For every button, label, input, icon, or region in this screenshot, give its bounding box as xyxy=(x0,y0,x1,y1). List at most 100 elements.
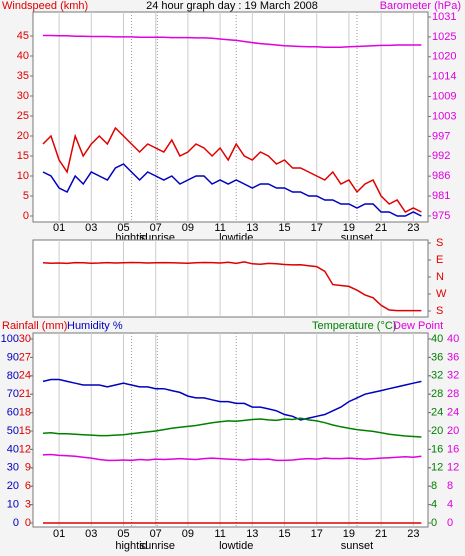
y-tick-label: 5 xyxy=(23,190,29,202)
data-line xyxy=(42,163,422,217)
axis-title: Humidity % xyxy=(67,320,123,332)
y-tick-label: 50 xyxy=(7,425,19,437)
y-tick-label: 16 xyxy=(431,443,443,455)
y-tick-label: 70 xyxy=(7,388,19,400)
y-tick-label: 15 xyxy=(17,150,29,162)
y-tick-label: 30 xyxy=(19,333,31,345)
y-tick-label: 24 xyxy=(431,406,443,418)
y-tick-label: 975 xyxy=(432,210,450,222)
y-tick-label: 981 xyxy=(432,190,450,202)
y-tick-label: 27 xyxy=(19,351,31,363)
y-tick-label: S xyxy=(436,237,443,249)
axis-title: Windspeed (kmh) xyxy=(2,0,88,12)
x-tick-label: 11 xyxy=(214,528,225,540)
y-tick-label: 18 xyxy=(19,407,31,419)
x-tick-label: 03 xyxy=(85,222,97,234)
x-tick-label: 11 xyxy=(214,222,225,234)
x-tick-label: 01 xyxy=(53,222,65,234)
axis-title: Rainfall (mm) xyxy=(2,320,67,332)
plot-area xyxy=(32,332,429,528)
y-tick-label: 16 xyxy=(447,443,459,455)
x-tick-label: 23 xyxy=(407,222,419,234)
x-tick-label: 07 xyxy=(150,528,162,540)
y-tick-label: 12 xyxy=(431,462,443,474)
y-tick-label: 36 xyxy=(447,351,459,363)
y-tick-label: 6 xyxy=(25,480,31,492)
x-tick-label: 21 xyxy=(375,528,387,540)
x-tick-label: 19 xyxy=(343,222,355,234)
data-line xyxy=(42,261,422,312)
y-tick-label: 0 xyxy=(23,210,29,222)
x-tick-label: 05 xyxy=(117,528,129,540)
plot-area xyxy=(32,11,429,223)
event-label: sunrise xyxy=(140,540,175,552)
y-tick-label: 986 xyxy=(432,170,450,182)
axis-title: Temperature (°C) xyxy=(312,320,396,332)
y-tick-label: N xyxy=(436,271,444,283)
y-tick-label: 0 xyxy=(25,517,31,529)
y-tick-label: 32 xyxy=(447,370,459,382)
y-tick-label: 90 xyxy=(7,351,19,363)
y-tick-label: 12 xyxy=(19,443,31,455)
x-tick-label: 19 xyxy=(343,528,355,540)
y-tick-label: 28 xyxy=(447,388,459,400)
data-line xyxy=(42,126,422,213)
y-tick-label: 20 xyxy=(431,425,443,437)
x-tick-label: 09 xyxy=(182,222,194,234)
y-tick-label: S xyxy=(436,305,443,317)
y-tick-label: W xyxy=(436,288,447,300)
y-tick-label: 20 xyxy=(447,425,459,437)
y-tick-label: 1020 xyxy=(432,51,456,63)
y-tick-label: 8 xyxy=(447,480,453,492)
y-tick-label: 20 xyxy=(17,130,29,142)
data-line xyxy=(42,417,422,438)
y-tick-label: 4 xyxy=(431,499,437,511)
y-tick-label: 40 xyxy=(17,50,29,62)
y-tick-label: 0 xyxy=(13,517,19,529)
data-line xyxy=(42,453,422,462)
y-tick-label: 1031 xyxy=(432,11,456,23)
y-tick-label: 45 xyxy=(17,30,29,42)
x-tick-label: 09 xyxy=(182,528,194,540)
y-tick-label: 1009 xyxy=(432,90,456,102)
y-tick-label: 40 xyxy=(7,443,19,455)
plot-area xyxy=(32,239,429,318)
y-tick-label: 0 xyxy=(431,517,437,529)
y-tick-label: 30 xyxy=(17,90,29,102)
event-label: lowtide xyxy=(219,540,253,552)
y-tick-label: 1003 xyxy=(432,110,456,122)
x-tick-label: 15 xyxy=(278,222,290,234)
y-tick-label: 15 xyxy=(19,425,31,437)
event-label: sunset xyxy=(341,540,373,552)
y-tick-label: 24 xyxy=(19,370,31,382)
y-tick-label: 992 xyxy=(432,150,450,162)
data-line xyxy=(42,378,422,421)
y-tick-label: 21 xyxy=(19,388,31,400)
y-tick-label: 997 xyxy=(432,130,450,142)
y-tick-label: 100 xyxy=(1,333,19,345)
y-tick-label: 80 xyxy=(7,370,19,382)
y-tick-label: 25 xyxy=(17,110,29,122)
y-tick-label: 3 xyxy=(25,499,31,511)
axis-title: Dew Point xyxy=(393,320,443,332)
x-tick-label: 01 xyxy=(53,528,65,540)
x-tick-label: 03 xyxy=(85,528,97,540)
axis-title: Barometer (hPa) xyxy=(380,0,461,12)
y-tick-label: 35 xyxy=(17,70,29,82)
data-line xyxy=(43,34,422,48)
y-tick-label: 1014 xyxy=(432,71,456,83)
y-tick-label: 9 xyxy=(25,462,31,474)
x-tick-label: 21 xyxy=(375,222,387,234)
y-tick-label: 36 xyxy=(431,351,443,363)
y-tick-label: 20 xyxy=(7,480,19,492)
y-tick-label: 40 xyxy=(431,333,443,345)
y-tick-label: 60 xyxy=(7,407,19,419)
y-tick-label: 30 xyxy=(7,462,19,474)
y-tick-label: 28 xyxy=(431,388,443,400)
x-tick-label: 05 xyxy=(117,222,129,234)
x-tick-label: 17 xyxy=(311,528,323,540)
y-tick-label: 24 xyxy=(447,406,459,418)
y-tick-label: 40 xyxy=(447,333,459,345)
y-tick-label: 12 xyxy=(447,462,459,474)
